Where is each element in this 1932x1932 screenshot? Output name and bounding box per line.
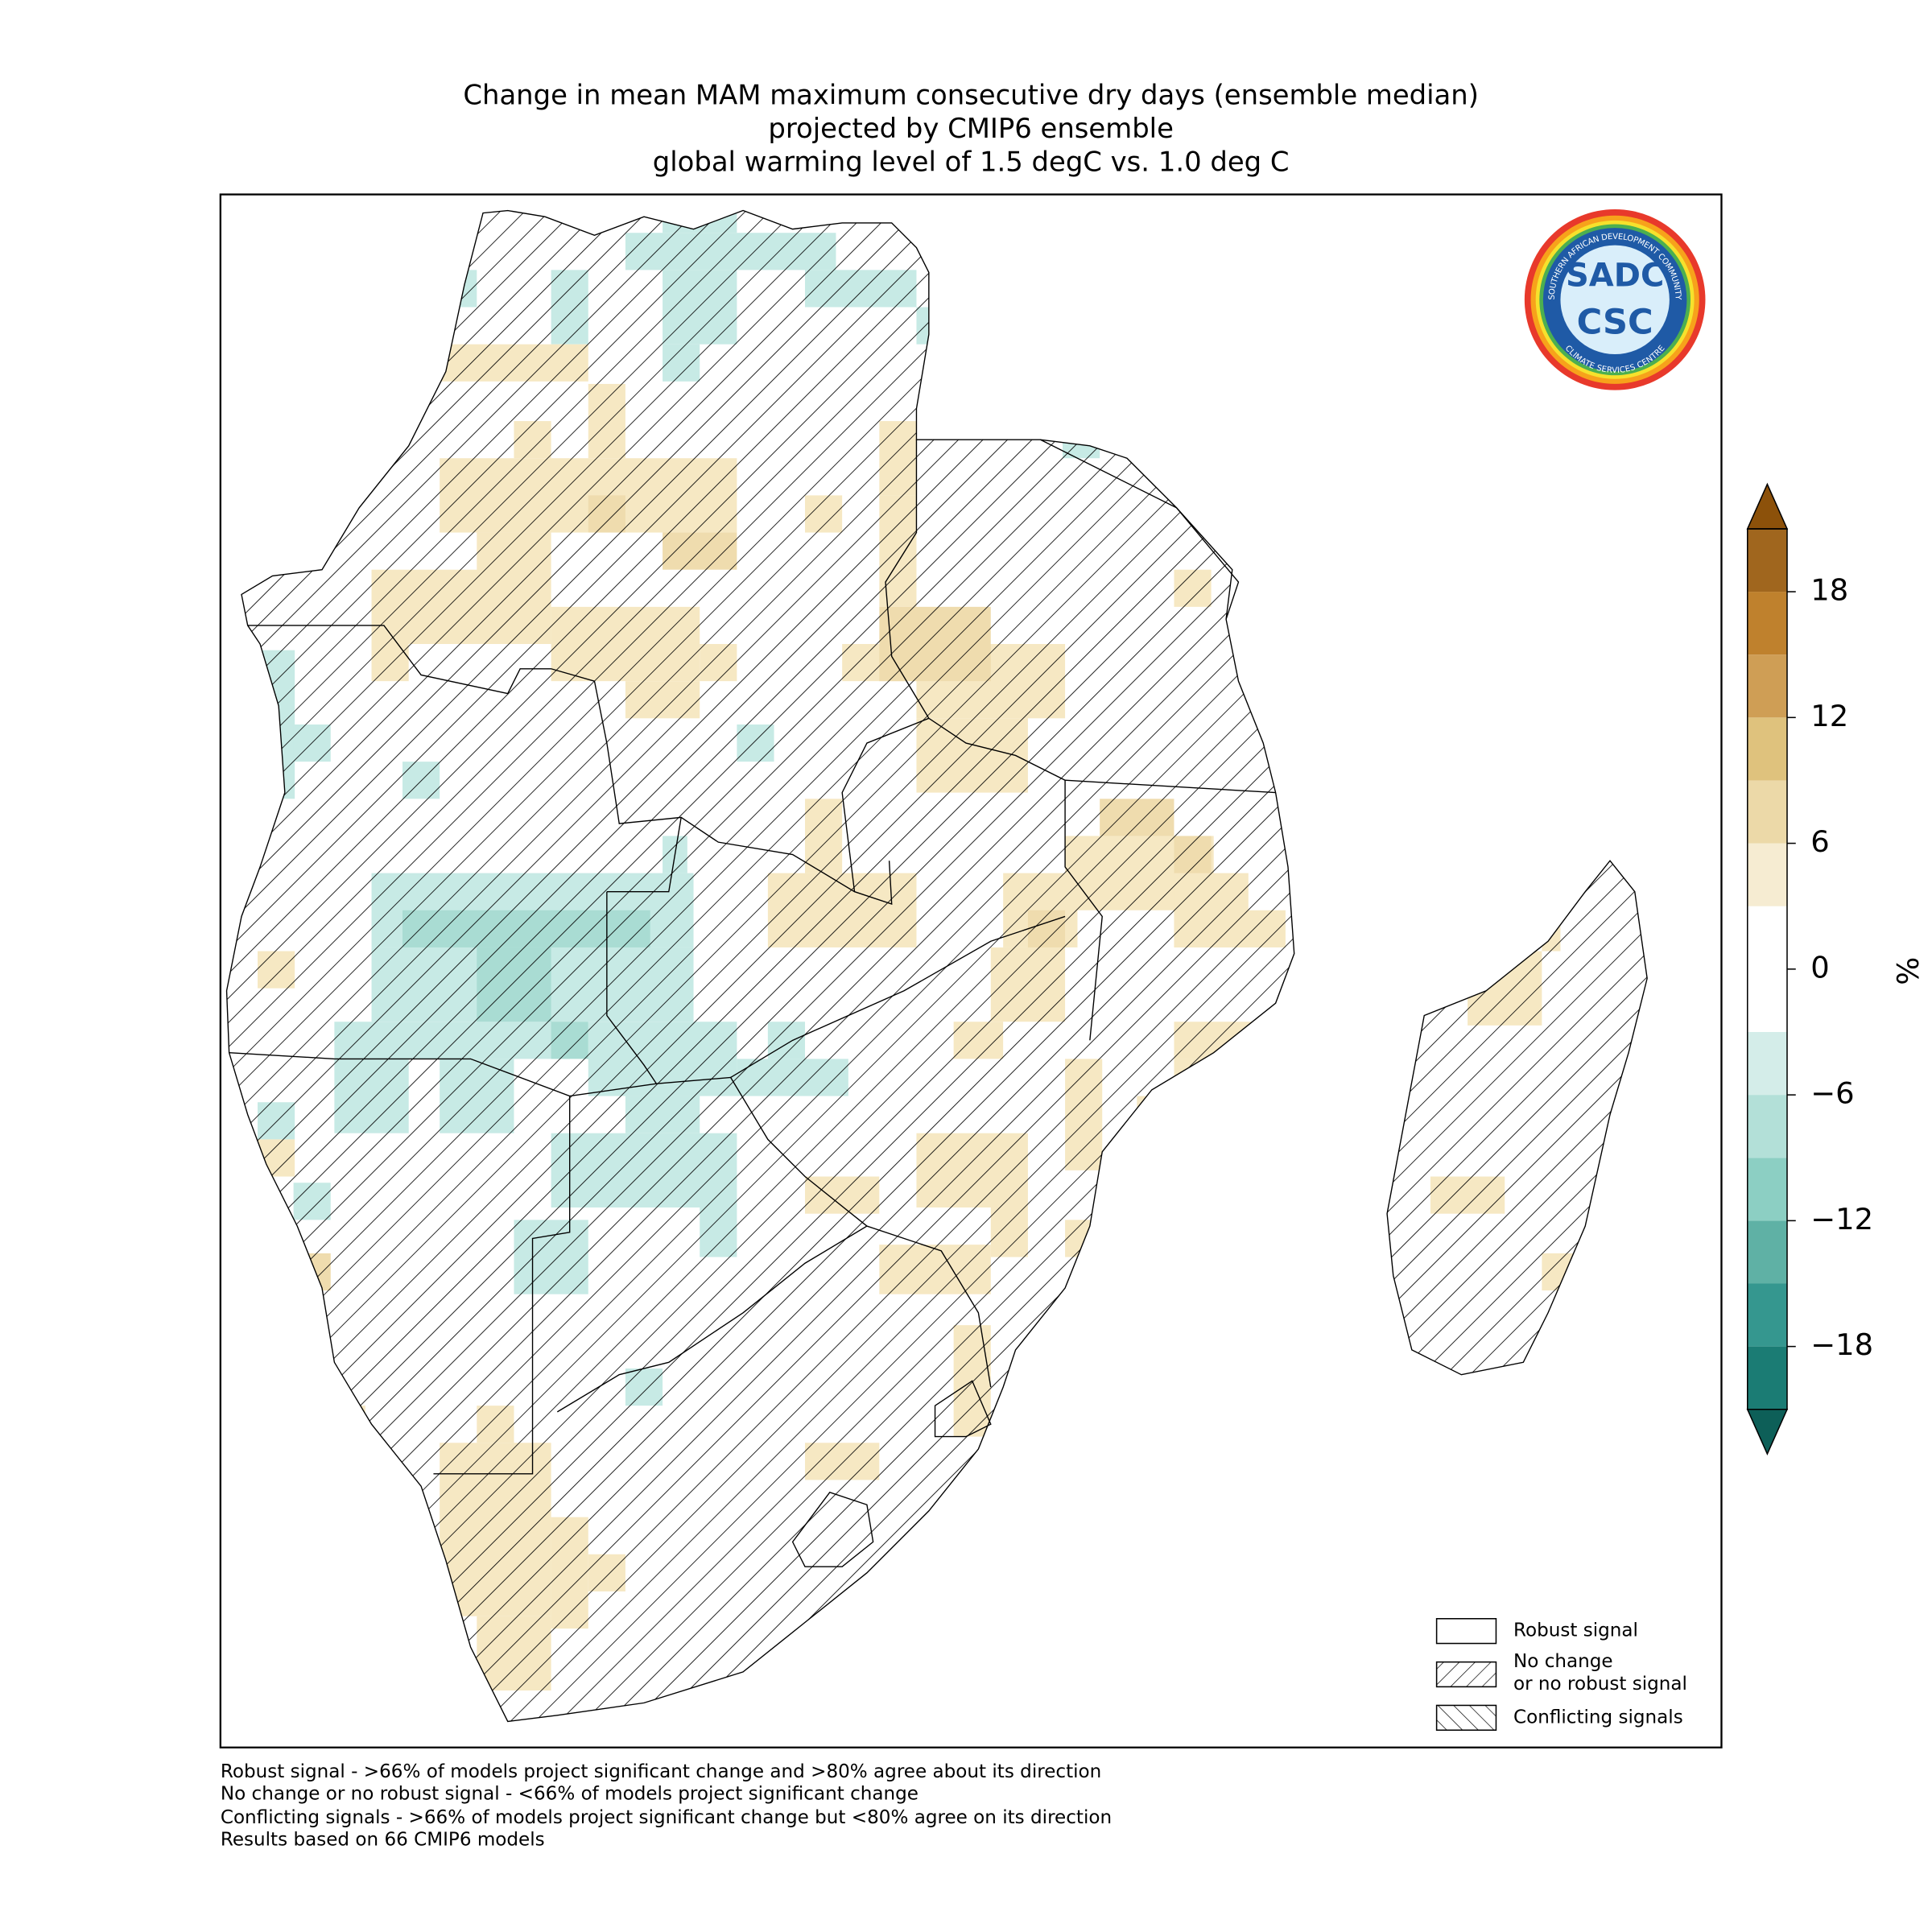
title-line: global warming level of 1.5 degC vs. 1.0… xyxy=(653,147,1290,178)
colorbar-band xyxy=(1747,1095,1787,1158)
notes: Robust signal - >66% of models project s… xyxy=(221,1761,1112,1851)
legend: Robust signal No change or no robust sig… xyxy=(1435,1618,1687,1731)
border xyxy=(791,1492,874,1567)
border xyxy=(433,1096,571,1475)
legend-swatch xyxy=(1435,1704,1497,1731)
colorbar-tick-label: 12 xyxy=(1810,699,1848,733)
note: Results based on 66 CMIP6 models xyxy=(221,1830,545,1851)
colorbar-band xyxy=(1747,592,1787,655)
border xyxy=(606,891,657,1084)
legend-label: Robust signal xyxy=(1513,1620,1638,1641)
colorbar-tick-label: −6 xyxy=(1810,1076,1854,1111)
legend-label: Conflicting signals xyxy=(1513,1707,1683,1728)
note: No change or no robust signal - <66% of … xyxy=(221,1784,919,1805)
colorbar-band xyxy=(1747,780,1787,844)
logo-short: CSC xyxy=(1577,303,1653,343)
borders xyxy=(225,209,1648,1723)
logo: SADC CSC SOUTHERN AFRICAN DEVELOPMENT CO… xyxy=(1524,209,1706,390)
border xyxy=(247,625,893,906)
note: Robust signal - >66% of models project s… xyxy=(221,1761,1101,1782)
colorbar-band xyxy=(1747,654,1787,718)
colorbar-tick-label: 0 xyxy=(1810,950,1829,985)
border xyxy=(885,440,1103,1041)
border xyxy=(841,717,930,892)
border xyxy=(229,1052,992,1388)
colorbar-band xyxy=(1747,717,1787,781)
legend-swatch xyxy=(1435,1661,1497,1688)
colorbar-band xyxy=(1747,1220,1787,1284)
colorbar-tick-label: 18 xyxy=(1810,573,1848,608)
legend-label: or no robust signal xyxy=(1513,1674,1687,1695)
border xyxy=(606,817,682,893)
logo-name: SADC xyxy=(1566,258,1664,295)
title-line: Change in mean MAM maximum consecutive d… xyxy=(463,79,1479,110)
border xyxy=(1039,439,1240,620)
border xyxy=(730,915,1066,1079)
colorbar-label: % xyxy=(1891,957,1926,985)
title-line: projected by CMIP6 ensemble xyxy=(768,113,1173,144)
colorbar-tick-label: 6 xyxy=(1810,824,1829,859)
legend-swatch xyxy=(1435,1618,1497,1645)
colorbar-band xyxy=(1747,1346,1787,1410)
border xyxy=(556,1225,868,1413)
colorbar-tick-label: −18 xyxy=(1810,1327,1873,1362)
map-frame xyxy=(219,193,1723,1748)
colorbar-band xyxy=(1747,1031,1787,1096)
colorbar-tick-label: −12 xyxy=(1810,1202,1873,1236)
note: Conflicting signals - >66% of models pro… xyxy=(221,1807,1112,1828)
colorbar-band xyxy=(1747,906,1787,969)
colorbar-band xyxy=(1747,968,1787,1032)
border xyxy=(1065,779,1276,794)
colorbar: −18 −12 −6 0 6 12 18 xyxy=(1746,482,1873,1456)
colorbar-band xyxy=(1747,843,1787,906)
colorbar-band xyxy=(1747,528,1787,592)
logo-center xyxy=(1560,245,1670,354)
colorbar-band xyxy=(1747,1158,1787,1221)
colorbar-band xyxy=(1747,1283,1787,1347)
border xyxy=(934,1380,992,1438)
legend-label: No change xyxy=(1513,1651,1613,1672)
